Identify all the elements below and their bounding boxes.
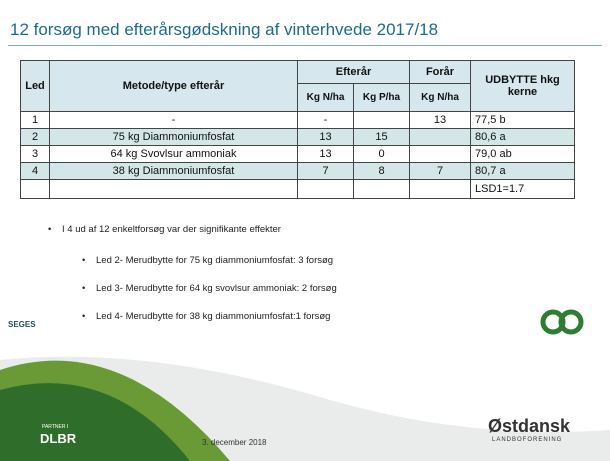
date: 3. december 2018 <box>202 438 267 447</box>
table-cell: 13 <box>297 128 354 146</box>
table-cell: 1 <box>20 111 50 129</box>
bullet-item: Led 3- Merudbytte for 64 kg svovlsur amm… <box>82 283 337 294</box>
seges-logo: SEGES <box>8 320 36 329</box>
table-cell: 7 <box>297 162 354 180</box>
dlbr-logo: DLBR <box>40 431 77 446</box>
table-row: 3 64 kg Svovlsur ammoniak 13 0 79,0 ab <box>20 145 575 163</box>
table-cell: 4 <box>20 162 50 180</box>
table-cell: 15 <box>353 128 410 146</box>
table-cell: 13 <box>297 145 354 163</box>
table-row: LSD1=1.7 <box>20 179 575 199</box>
table-cell: 8 <box>353 162 410 180</box>
header-cell: Forår <box>409 60 471 84</box>
table-cell: 7 <box>409 162 471 180</box>
table-row: 2 75 kg Diammoniumfosfat 13 15 80,6 a <box>20 128 575 146</box>
ostdansk-sub: LANDBOFORENING <box>492 437 563 443</box>
table-cell: 75 kg Diammoniumfosfat <box>49 128 298 146</box>
table-cell <box>409 179 471 199</box>
table-row: 4 38 kg Diammoniumfosfat 7 8 7 80,7 a <box>20 162 575 180</box>
header-cell: Led <box>20 60 50 112</box>
subheader-cell: Kg N/ha <box>297 83 354 112</box>
subheader-cell: Kg N/ha <box>409 83 471 112</box>
results-table: Led Metode/type efterår Efterår Forår UDBYTT… <box>20 60 575 199</box>
table-cell: 3 <box>20 145 50 163</box>
table-cell <box>297 179 354 199</box>
header-cell: UDBYTTE hkg kerne <box>470 60 575 112</box>
table-cell: 64 kg Svovlsur ammoniak <box>49 145 298 163</box>
header-row: Led Metode/type efterår Efterår Forår UDBYTT… <box>20 60 575 112</box>
header-cell: Efterår <box>297 60 410 84</box>
table-cell <box>20 179 50 199</box>
bullet-item: Led 4- Merudbytte for 38 kg diammoniumfo… <box>82 311 330 322</box>
bullet-item: Led 2- Merudbytte for 75 kg diammoniumfo… <box>82 255 333 266</box>
table-cell <box>409 128 471 146</box>
table-cell <box>49 179 298 199</box>
table-cell: 77,5 b <box>470 111 575 129</box>
table-cell: 13 <box>409 111 471 129</box>
header-cell: Metode/type efterår <box>49 60 298 112</box>
subheader-row: Kg N/ha Kg P/ha Kg N/ha <box>21 83 575 112</box>
ostdansk-logo: Østdansk <box>488 416 571 436</box>
slide-title: 12 forsøg med efterårsgødskning af vinte… <box>10 20 439 39</box>
partner-label: PARTNER I <box>42 424 69 430</box>
subheader-cell: Kg P/ha <box>353 83 410 112</box>
table-cell <box>353 179 410 199</box>
table-cell: - <box>49 111 298 129</box>
table-cell <box>353 111 410 129</box>
bullet-item: I 4 ud af 12 enkeltforsøg var der signif… <box>48 224 281 235</box>
table-cell: LSD1=1.7 <box>470 179 575 199</box>
table-cell: 80,6 a <box>470 128 575 146</box>
table-cell <box>409 145 471 163</box>
table-cell: 0 <box>353 145 410 163</box>
table-row: 1- -13 77,5 b <box>20 111 575 129</box>
table-cell: 2 <box>20 128 50 146</box>
table-cell: 80,7 a <box>470 162 575 180</box>
title-rule <box>8 45 602 46</box>
table-cell: - <box>297 111 354 129</box>
table-cell: 38 kg Diammoniumfosfat <box>49 162 298 180</box>
table-cell: 79,0 ab <box>470 145 575 163</box>
